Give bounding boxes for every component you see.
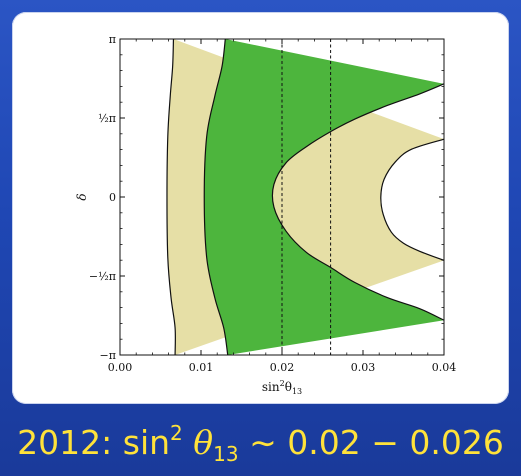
plot-panel: 0.00 0.01 0.02 0.03 0.04 −π −½π 0 ½π π sin2θ13 δ bbox=[12, 12, 509, 404]
caption-sim: ∼ bbox=[249, 423, 277, 462]
region-left-boundary-1 bbox=[203, 38, 229, 356]
y-tick-label-2: 0 bbox=[109, 191, 116, 204]
y-axis-label: δ bbox=[75, 193, 89, 200]
x-tick-label-4: 0.04 bbox=[432, 361, 457, 374]
contour-chart: 0.00 0.01 0.02 0.03 0.04 −π −½π 0 ½π π sin2θ13 δ bbox=[75, 33, 456, 396]
y-tick-label-4: π bbox=[109, 33, 116, 46]
x-tick-label-0: 0.00 bbox=[108, 361, 133, 374]
region-hole-boundary-1 bbox=[271, 83, 445, 321]
y-tick-label-3: ½π bbox=[98, 112, 116, 125]
region-left-boundary-0 bbox=[166, 38, 176, 356]
y-tick-label-0: −π bbox=[100, 349, 116, 362]
y-tick-label-1: −½π bbox=[89, 270, 116, 283]
ticks-group: 0.00 0.01 0.02 0.03 0.04 −π −½π 0 ½π π bbox=[89, 33, 456, 374]
caption: 2012: sin2 θ13 ∼ 0.02 − 0.026 bbox=[0, 413, 521, 473]
caption-range: 0.02 − 0.026 bbox=[287, 423, 504, 462]
caption-func: sin bbox=[122, 423, 171, 462]
x-tick-label-3: 0.03 bbox=[351, 361, 376, 374]
x-axis-label: sin2θ13 bbox=[262, 379, 302, 396]
caption-year: 2012: bbox=[17, 423, 113, 462]
caption-subscript: 13 bbox=[213, 442, 239, 466]
x-tick-label-2: 0.02 bbox=[270, 361, 295, 374]
region-hole-boundary-0 bbox=[380, 138, 445, 261]
x-tick-label-1: 0.01 bbox=[189, 361, 214, 374]
region-fill-1 bbox=[204, 39, 444, 355]
caption-theta: θ bbox=[193, 423, 214, 462]
caption-power: 2 bbox=[170, 421, 183, 445]
regions-group bbox=[166, 38, 445, 356]
